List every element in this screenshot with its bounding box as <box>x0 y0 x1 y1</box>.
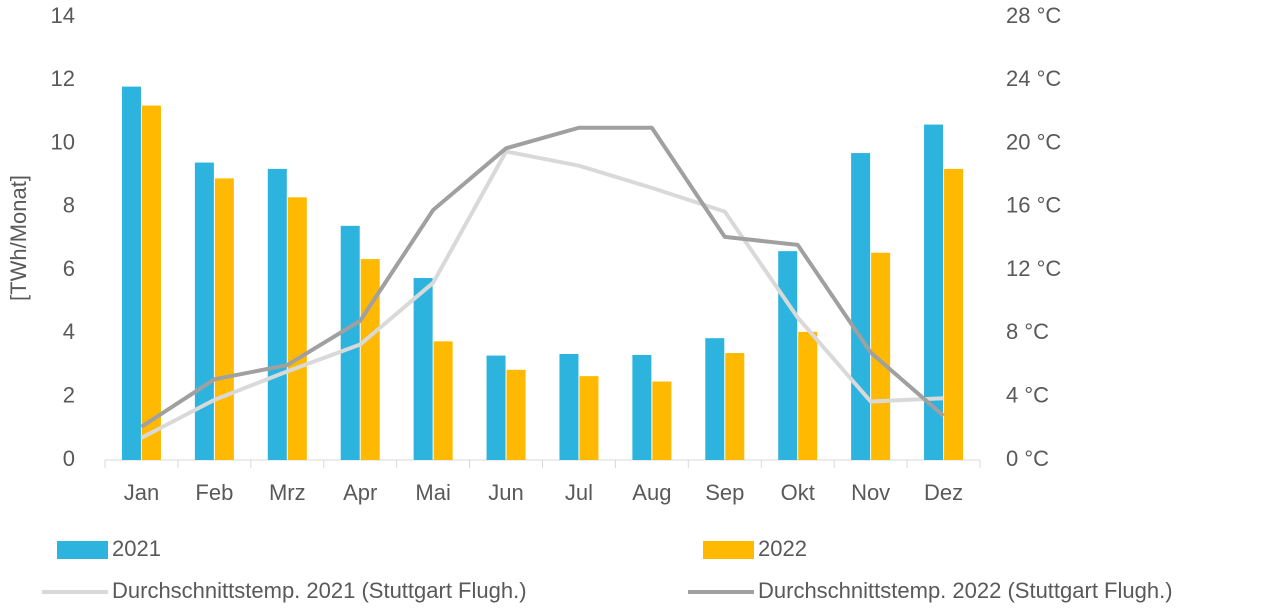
x-tick-label: Mai <box>415 480 450 505</box>
y2-tick-label: 0 °C <box>1006 446 1049 471</box>
bar <box>725 353 745 460</box>
x-tick-label: Jun <box>488 480 523 505</box>
legend-label: Durchschnittstemp. 2021 (Stuttgart Flugh… <box>112 578 527 603</box>
legend-label: 2022 <box>758 536 807 561</box>
y-tick-label: 2 <box>63 383 75 408</box>
legend-swatch <box>703 541 754 559</box>
x-tick-label: Dez <box>924 480 963 505</box>
bar <box>360 259 380 460</box>
x-tick-label: Aug <box>632 480 671 505</box>
line <box>140 125 945 429</box>
y2-tick-label: 24 °C <box>1006 66 1061 91</box>
x-tick-label: Jan <box>124 480 159 505</box>
bar <box>851 153 871 461</box>
bar <box>413 278 433 460</box>
y-axis-label: [TWh/Monat] <box>6 175 31 301</box>
x-tick-label: Mrz <box>269 480 306 505</box>
y2-tick-label: 20 °C <box>1006 129 1061 154</box>
y-tick-label: 8 <box>63 193 75 218</box>
y-tick-label: 6 <box>63 256 75 281</box>
bar <box>579 376 599 460</box>
bar <box>778 251 798 460</box>
bar <box>871 252 891 460</box>
x-tick-label: Sep <box>705 480 744 505</box>
bar <box>433 341 453 460</box>
bar <box>194 162 214 461</box>
y-tick-label: 0 <box>63 446 75 471</box>
y2-tick-label: 16 °C <box>1006 193 1061 218</box>
bar <box>214 178 234 460</box>
y-tick-label: 14 <box>51 3 75 28</box>
x-tick-label: Jul <box>565 480 593 505</box>
bar <box>486 355 506 460</box>
y-tick-label: 10 <box>51 129 75 154</box>
x-tick-label: Feb <box>195 480 233 505</box>
bar <box>632 354 652 460</box>
bar <box>705 338 725 460</box>
bar <box>559 353 579 460</box>
bar <box>287 197 307 460</box>
y2-tick-label: 12 °C <box>1006 256 1061 281</box>
y2-tick-label: 4 °C <box>1006 383 1049 408</box>
bar <box>506 369 526 460</box>
x-tick-label: Nov <box>851 480 890 505</box>
y-tick-label: 4 <box>63 319 75 344</box>
bar <box>924 124 944 460</box>
bar <box>121 86 141 460</box>
x-tick-label: Okt <box>781 480 815 505</box>
y2-tick-label: 28 °C <box>1006 3 1061 28</box>
y-tick-label: 12 <box>51 66 75 91</box>
bar <box>267 168 287 460</box>
y2-tick-label: 8 °C <box>1006 319 1049 344</box>
legend-label: 2021 <box>112 536 161 561</box>
x-tick-label: Apr <box>343 480 377 505</box>
bar <box>340 225 360 460</box>
legend-swatch <box>57 541 108 559</box>
bar <box>141 105 161 460</box>
bar <box>798 331 818 460</box>
bar <box>652 381 672 460</box>
line <box>140 149 944 440</box>
legend-label: Durchschnittstemp. 2022 (Stuttgart Flugh… <box>758 578 1173 603</box>
bar <box>944 168 964 460</box>
